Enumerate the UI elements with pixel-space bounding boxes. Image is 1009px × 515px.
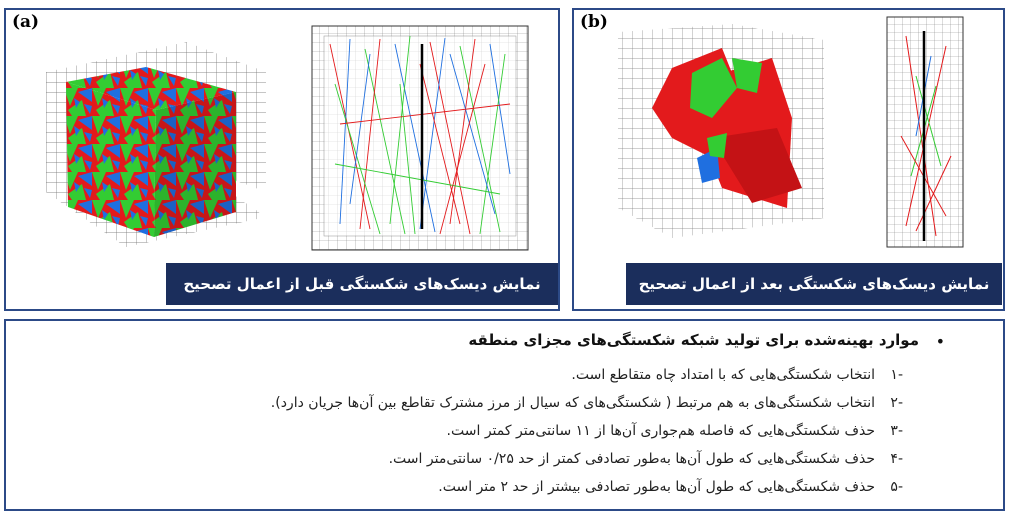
caption-after-correction: نمایش دیسک‌های شکستگی بعد از اعمال تصحیح [626,263,1002,305]
list-item: -۴حذف شکستگی‌هایی که طول آن‌ها به‌طور تص… [388,451,903,467]
section-title: موارد بهینه‌شده برای تولید شبکه شکستگی‌ه… [468,331,919,349]
list-item: -۳حذف شکستگی‌هایی که فاصله هم‌جواری آن‌ه… [446,423,903,439]
fracture-cube-3d-before [46,42,266,247]
list-item: -۲انتخاب شکستگی‌های به هم مرتبط ( شکستگی… [270,395,903,411]
figure-panel-a: (a) [4,8,560,311]
optimization-items: -۱انتخاب شکستگی‌هایی که با امتداد چاه مت… [271,361,903,501]
fracture-trace-2d-after [886,16,964,248]
optimization-list-box: • موارد بهینه‌شده برای تولید شبکه شکستگی… [4,319,1005,511]
list-item: -۱انتخاب شکستگی‌هایی که با امتداد چاه مت… [571,367,903,383]
fracture-trace-2d-before [311,25,529,251]
list-item: -۵حذف شکستگی‌هایی که طول آن‌ها به‌طور تص… [438,479,903,495]
panel-b-label: (b) [580,12,608,32]
panel-a-label: (a) [12,12,40,32]
caption-before-correction: نمایش دیسک‌های شکستگی قبل از اعمال تصحیح [166,263,558,305]
bullet-icon: • [935,332,945,351]
figure-panel-b: (b) [572,8,1005,311]
fracture-cube-3d-after [618,24,824,238]
